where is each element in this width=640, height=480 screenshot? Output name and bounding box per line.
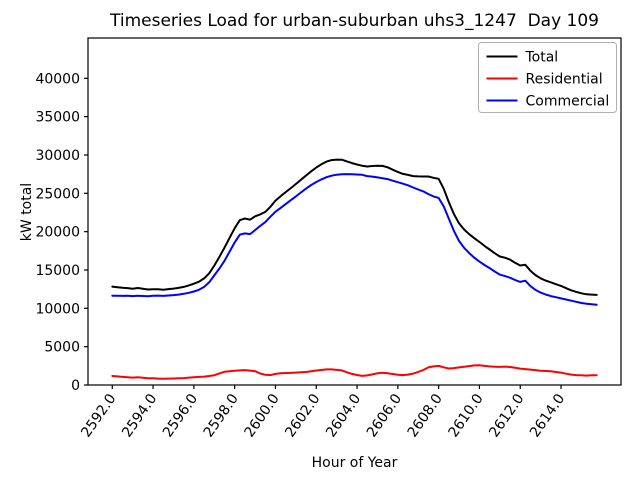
- y-tick-label: 35000: [35, 110, 80, 126]
- x-tick-label: 2594.0: [119, 391, 160, 440]
- x-tick-label: 2604.0: [323, 391, 364, 440]
- series-line-commercial: [111, 173, 598, 306]
- x-tick-label: 2610.0: [446, 391, 487, 440]
- x-tick-label: 2612.0: [486, 391, 527, 440]
- y-tick-label: 0: [71, 378, 80, 394]
- y-tick-label: 20000: [35, 225, 80, 241]
- legend-entry-label: Residential: [526, 72, 603, 88]
- series-line-residential: [111, 364, 598, 380]
- y-tick-label: 10000: [35, 301, 80, 317]
- x-tick-label: 2598.0: [201, 391, 242, 440]
- x-tick-label: 2602.0: [282, 391, 323, 440]
- legend-entry-label: Total: [525, 50, 559, 66]
- x-tick-label: 2608.0: [405, 391, 446, 440]
- y-tick-label: 25000: [35, 186, 80, 202]
- y-tick-label: 40000: [35, 71, 80, 87]
- x-tick-label: 2606.0: [364, 391, 405, 440]
- legend: Total Residential Commercial: [478, 42, 617, 113]
- y-tick-label: 30000: [35, 148, 80, 164]
- axes-spines: [87, 37, 622, 386]
- series-line-total: [111, 158, 598, 296]
- y-tick-label: 15000: [35, 263, 80, 279]
- x-axis-label: Hour of Year: [311, 455, 398, 471]
- chart-title: Timeseries Load for urban-suburban uhs3_…: [110, 11, 599, 31]
- x-tick-label: 2600.0: [242, 391, 283, 440]
- x-tick-label: 2596.0: [160, 391, 201, 440]
- legend-box: [478, 42, 617, 113]
- x-tick-label: 2614.0: [527, 391, 568, 440]
- legend-entry-label: Commercial: [526, 94, 610, 110]
- x-tick-label: 2592.0: [78, 391, 119, 440]
- y-tick-label: 5000: [44, 340, 80, 356]
